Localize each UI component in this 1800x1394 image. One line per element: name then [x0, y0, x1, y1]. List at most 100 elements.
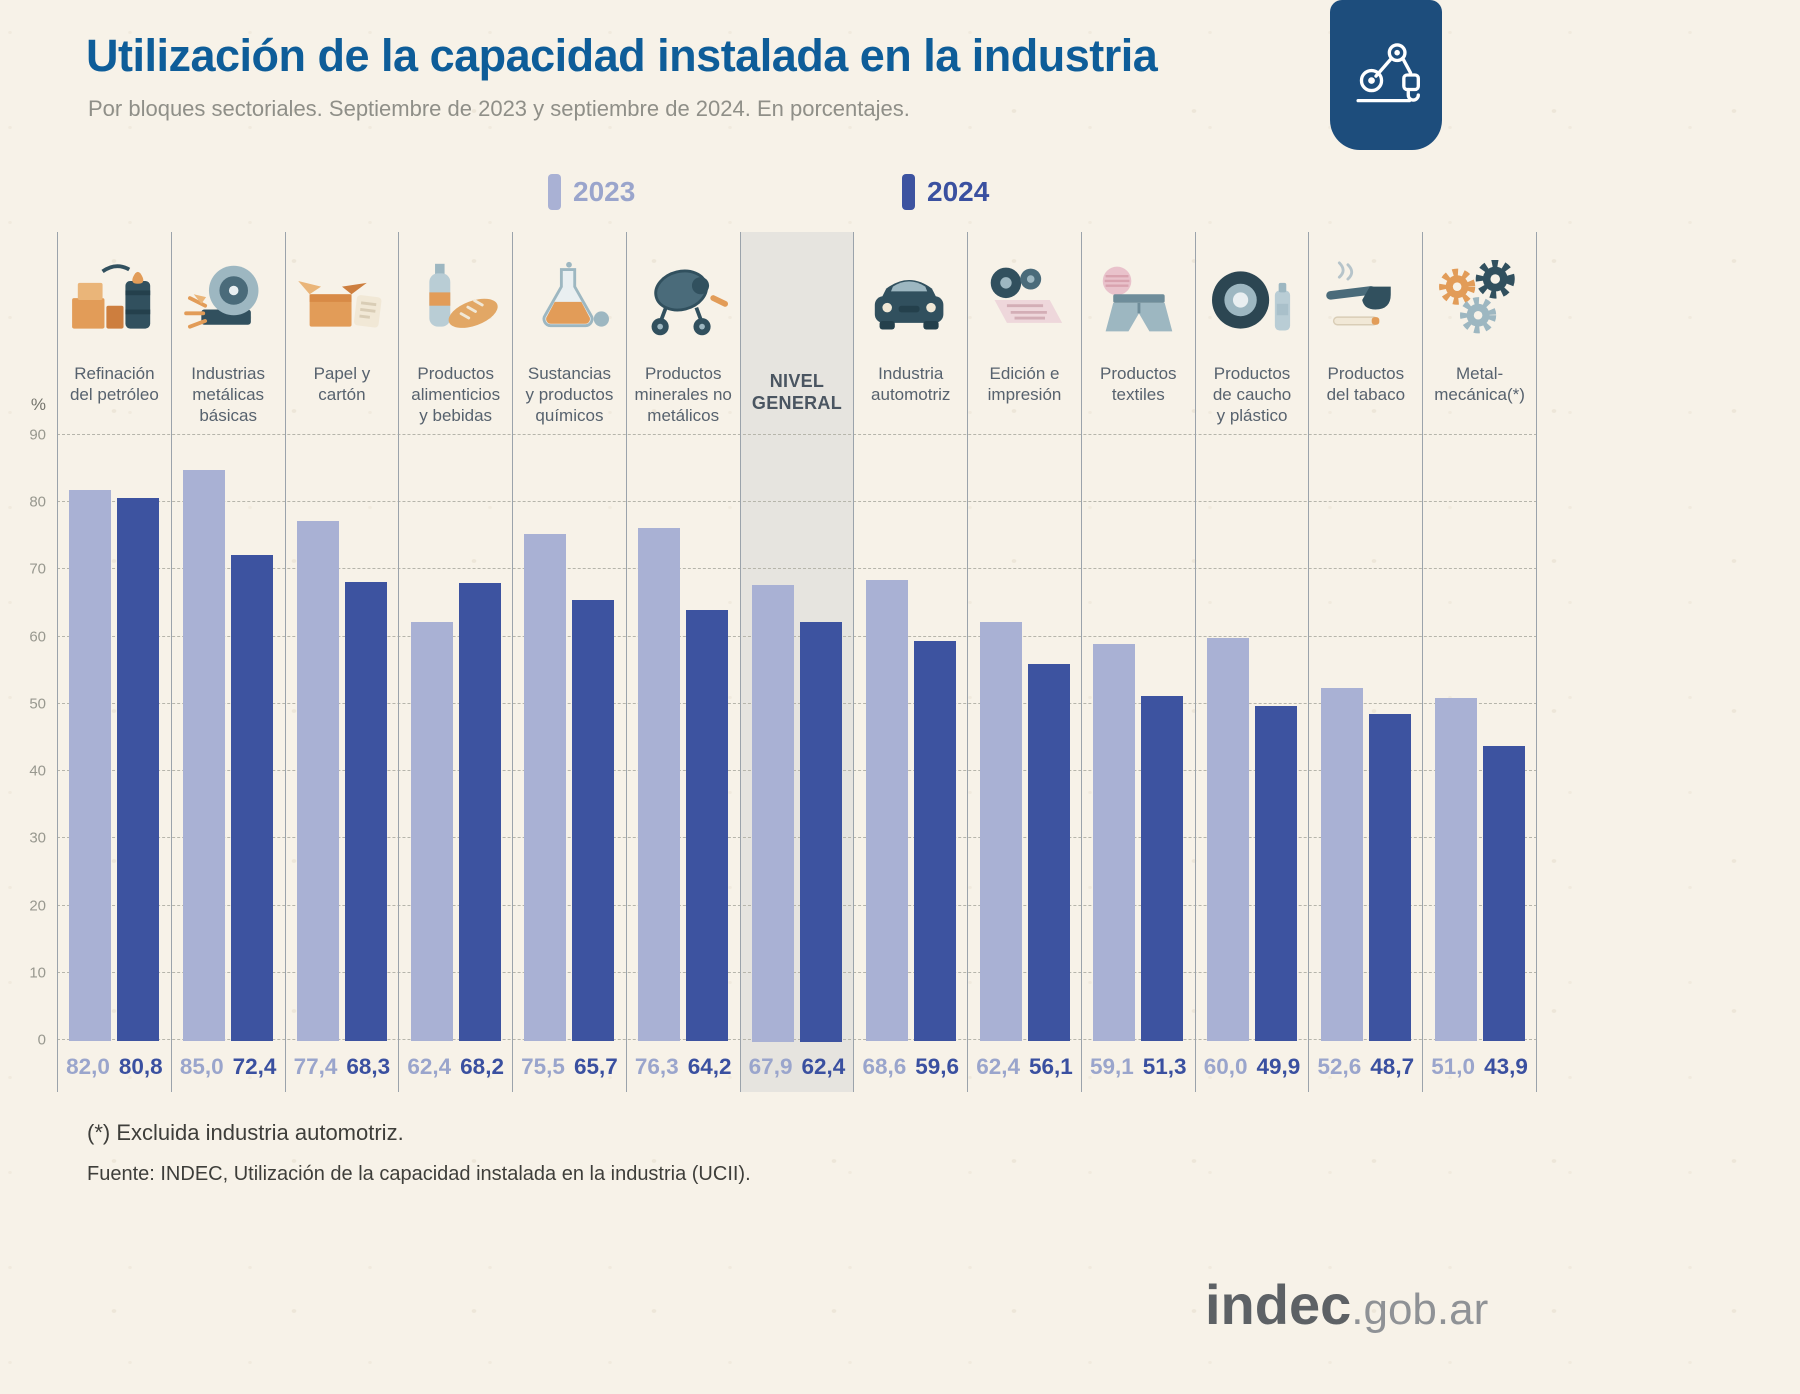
non-metallic-minerals-icon	[651, 269, 729, 336]
y-tick-0: 0	[37, 1031, 46, 1049]
tobacco-icon	[1316, 232, 1416, 356]
bar-2023	[1093, 643, 1136, 1042]
value-2024: 51,3	[1142, 1053, 1187, 1079]
category-label: Edición e impresión	[987, 364, 1062, 405]
tobacco-icon	[1326, 261, 1391, 326]
value-2024: 62,4	[801, 1053, 846, 1079]
bar-2024	[117, 498, 160, 1042]
category-label: Papel y cartón	[313, 364, 371, 405]
y-tick-90: 90	[29, 426, 46, 444]
bar-2024	[799, 622, 842, 1042]
bar-2024	[1255, 705, 1298, 1042]
bar-2023	[865, 580, 908, 1042]
indec-logo: indec .gob.ar	[1205, 1272, 1488, 1337]
paper-cardboard-icon	[292, 232, 392, 356]
bar-2023	[410, 621, 453, 1042]
bars-area	[627, 450, 740, 1042]
bar-2024	[1027, 664, 1070, 1042]
category-label: Sustancias y productos químicos	[525, 364, 614, 425]
value-2024: 49,9	[1256, 1053, 1301, 1079]
gridline-40: 40	[29, 763, 1537, 780]
category-label: Refinación del petróleo	[69, 364, 159, 405]
legend-label-2024: 2024	[927, 176, 990, 207]
chemicals-icon	[519, 232, 619, 356]
page-title: Utilización de la capacidad instalada en…	[86, 30, 1158, 81]
y-grid: % 0 10 20 30 40 50 60 70 80 90	[29, 395, 1537, 1049]
value-2023: 62,4	[976, 1053, 1020, 1079]
category-label: Metal- mecánica(*)	[1434, 364, 1525, 405]
bars-area	[58, 450, 171, 1042]
bar-2024	[231, 554, 274, 1042]
basic-metals-icon	[178, 232, 278, 356]
bar-2023	[1207, 637, 1250, 1042]
bars-area	[741, 456, 854, 1042]
page-subtitle: Por bloques sectoriales. Septiembre de 2…	[88, 96, 910, 121]
category-label: NIVEL GENERAL	[751, 371, 843, 414]
category-column-12: Productos del tabaco 52,6 48,7	[1309, 232, 1424, 1092]
bar-2023	[1320, 687, 1363, 1042]
bars-area	[1309, 450, 1422, 1042]
bar-2024	[458, 582, 501, 1042]
source-note: Fuente: INDEC, Utilización de la capacid…	[87, 1163, 751, 1185]
category-label: Productos alimenticios y bebidas	[411, 364, 501, 425]
bars-area	[1196, 450, 1309, 1042]
y-tick-40: 40	[29, 762, 46, 780]
category-column-11: Productos de caucho y plástico 60,0 49,9	[1196, 232, 1310, 1092]
category-label: Productos del tabaco	[1326, 364, 1406, 405]
textiles-icon	[1103, 266, 1173, 332]
bar-2023	[979, 621, 1022, 1042]
bar-2023	[69, 490, 112, 1042]
indec-logo-domain: .gob.ar	[1351, 1285, 1489, 1334]
basic-metals-icon	[184, 265, 259, 329]
value-2023: 85,0	[179, 1053, 224, 1079]
food-beverages-icon	[406, 232, 506, 356]
value-2023: 77,4	[293, 1053, 338, 1079]
category-column-7: NIVEL GENERAL 67,9 62,4	[741, 232, 855, 1092]
bar-2023	[751, 585, 794, 1042]
value-2023: 62,4	[407, 1053, 452, 1079]
bars-area	[968, 450, 1081, 1042]
metal-mechanic-icon	[1430, 232, 1530, 356]
legend-label-2023: 2023	[573, 176, 636, 207]
y-tick-50: 50	[29, 695, 46, 713]
value-labels: 52,6 48,7	[1318, 1041, 1415, 1092]
gridline-20: 20	[29, 897, 1537, 914]
value-2024: 64,2	[687, 1053, 732, 1079]
value-2023: 68,6	[862, 1053, 907, 1079]
bars-area	[854, 450, 967, 1042]
value-labels: 67,9 62,4	[749, 1042, 846, 1092]
gridline-0: 0	[38, 1032, 1537, 1049]
columns: Refinación del petróleo 82,0 80,8 Industria…	[57, 232, 1537, 1092]
printing-icon	[975, 232, 1075, 356]
y-tick-60: 60	[29, 628, 46, 646]
value-2023: 75,5	[521, 1053, 565, 1079]
bar-2024	[686, 609, 729, 1042]
bar-2024	[572, 599, 615, 1042]
bar-2023	[296, 520, 339, 1042]
bar-2024	[1368, 713, 1411, 1042]
y-tick-70: 70	[29, 560, 46, 578]
rubber-plastic-icon	[1202, 232, 1302, 356]
value-2024: 59,6	[915, 1053, 960, 1079]
legend-item-2024: 2024	[902, 172, 989, 212]
y-axis-unit-label: %	[30, 395, 46, 414]
bars-area	[1082, 450, 1195, 1042]
rubber-plastic-icon	[1212, 271, 1291, 331]
automotive-icon	[874, 280, 944, 330]
category-label: Industrias metálicas básicas	[191, 364, 265, 425]
chemicals-icon	[543, 262, 610, 328]
bars-area	[286, 450, 399, 1042]
bars-area	[513, 450, 626, 1042]
gridline-50: 50	[29, 695, 1537, 712]
category-column-2: Industrias metálicas básicas 85,0 72,4	[172, 232, 286, 1092]
value-labels: 51,0 43,9	[1431, 1041, 1528, 1092]
gridline-30: 30	[29, 830, 1537, 847]
gridline-90: 90	[29, 427, 1537, 444]
category-label: Productos de caucho y plástico	[1212, 364, 1292, 425]
value-labels: 62,4 68,2	[407, 1041, 504, 1092]
value-2023: 82,0	[66, 1053, 110, 1079]
value-2024: 80,8	[118, 1053, 163, 1079]
bar-2024	[1141, 696, 1184, 1042]
category-column-6: Productos minerales no metálicos 76,3 64,2	[627, 232, 741, 1092]
gridline-10: 10	[29, 964, 1537, 981]
